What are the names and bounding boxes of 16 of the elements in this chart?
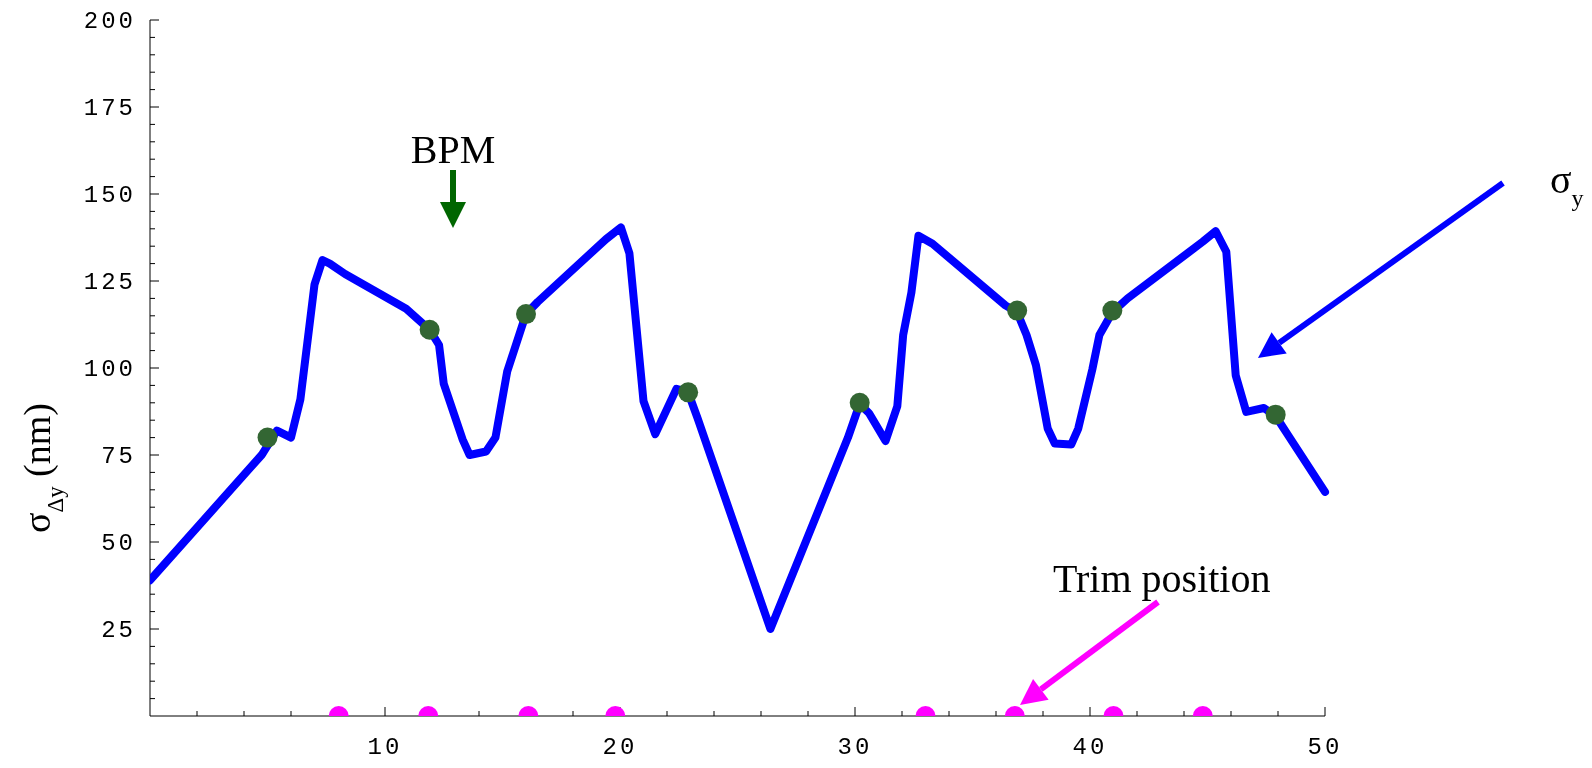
y-tick-label: 200 — [83, 8, 136, 36]
annotation: BPM — [410, 127, 496, 172]
x-tick-label: 10 — [367, 734, 403, 761]
y-tick-label: 175 — [83, 95, 136, 123]
y-tick-label: 75 — [101, 443, 136, 471]
y-tick-label: 150 — [83, 182, 136, 210]
x-tick-label: 40 — [1072, 734, 1108, 761]
y-tick-label: 100 — [83, 356, 136, 384]
x-tick-label: 50 — [1307, 734, 1343, 761]
y-tick-label: 25 — [101, 617, 136, 645]
x-tick-label: 20 — [602, 734, 638, 761]
text: σ$_{y}$ — [1550, 157, 1584, 211]
y-tick-label: 125 — [83, 269, 136, 297]
y-tick-label: 50 — [101, 530, 136, 558]
annotation: Trim position — [1053, 556, 1271, 601]
x-tick-label: 30 — [837, 734, 873, 761]
